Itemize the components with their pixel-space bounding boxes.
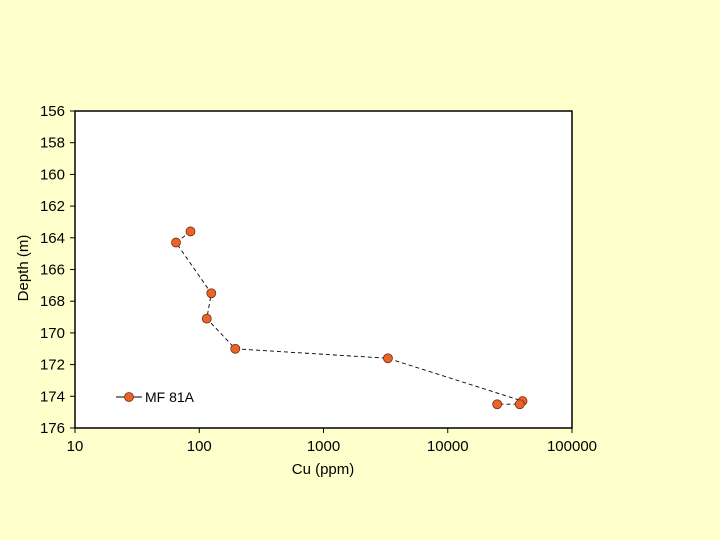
y-tick-label: 168 <box>40 293 65 310</box>
x-tick-label: 1000 <box>307 438 340 455</box>
data-point <box>185 226 196 237</box>
x-axis-title: Cu (ppm) <box>292 461 355 478</box>
series-layer <box>171 226 528 410</box>
y-tick-label: 174 <box>40 388 65 405</box>
x-tick-label: 100000 <box>547 438 597 455</box>
y-tick-label: 166 <box>40 262 65 279</box>
legend: MF 81A <box>116 389 195 405</box>
data-point <box>171 237 181 248</box>
y-tick-label: 156 <box>40 103 65 120</box>
data-point <box>230 343 241 354</box>
y-tick-label: 170 <box>40 325 65 342</box>
legend-marker <box>124 392 134 402</box>
data-point <box>514 399 525 410</box>
y-axis: 156 158 160 162 164 166 168 170 172 174 176 <box>40 103 75 437</box>
y-tick-label: 158 <box>40 135 65 152</box>
plot-area <box>74 110 573 429</box>
x-tick-label: 10000 <box>427 438 469 455</box>
y-tick-label: 162 <box>40 198 65 215</box>
x-tick-label: 100 <box>187 438 212 455</box>
data-point <box>383 353 393 364</box>
y-tick-label: 172 <box>40 357 65 374</box>
y-tick-label: 160 <box>40 166 65 183</box>
y-tick-label: 176 <box>40 420 65 437</box>
data-point <box>492 399 503 410</box>
data-point <box>206 288 217 299</box>
legend-label: MF 81A <box>145 389 195 405</box>
x-axis: 10 100 1000 10000 100000 <box>67 428 597 455</box>
y-axis-title: Depth (m) <box>15 235 32 302</box>
y-tick-label: 164 <box>40 230 65 247</box>
x-tick-label: 10 <box>67 438 84 455</box>
data-point <box>201 313 212 324</box>
